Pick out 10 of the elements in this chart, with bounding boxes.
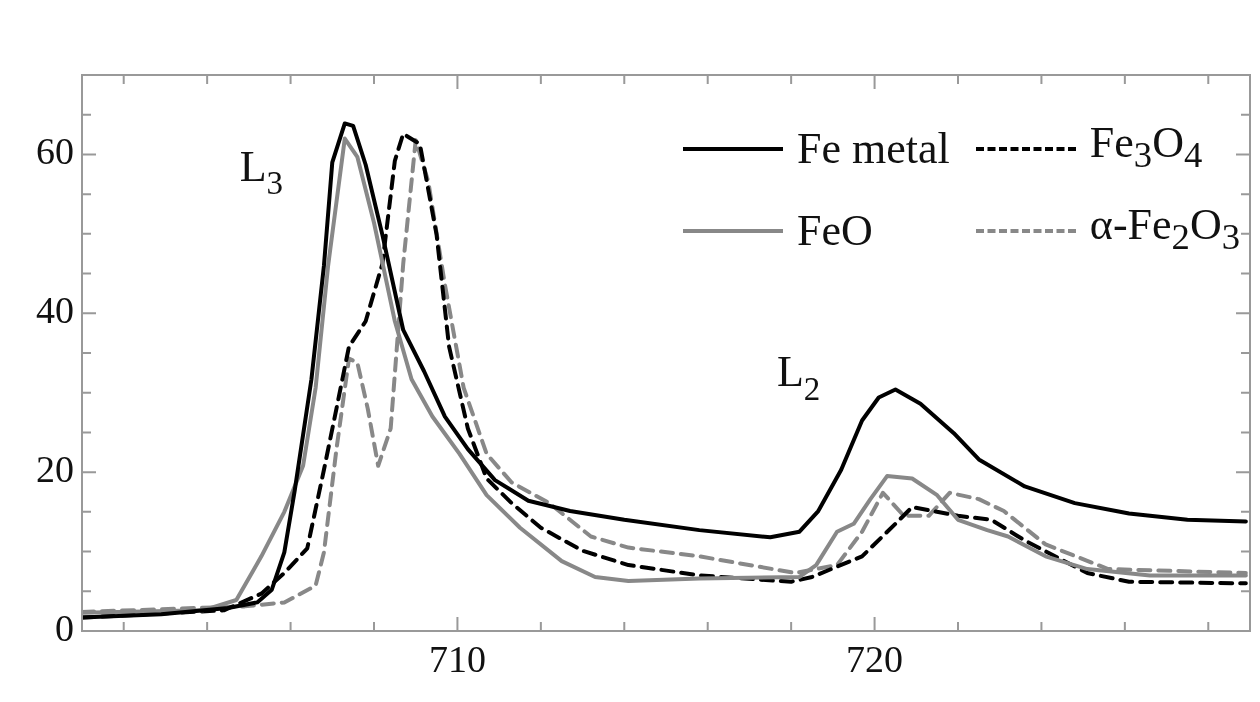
y-tick-label: 20 [36, 448, 74, 491]
x-tick-label: 710 [428, 637, 486, 680]
x-tick-label: 720 [846, 637, 904, 680]
legend-label: α-Fe$_{2}$O$_{3}$ [1089, 198, 1240, 259]
y-tick-label: 0 [55, 606, 74, 649]
y-tick-label: 60 [36, 130, 74, 173]
y-tick-label: 40 [36, 289, 74, 332]
legend-label: Fe$_{3}$O$_{4}$ [1089, 117, 1203, 177]
legend-label: FeO [797, 204, 873, 257]
legend-label: Fe metal [797, 122, 950, 175]
